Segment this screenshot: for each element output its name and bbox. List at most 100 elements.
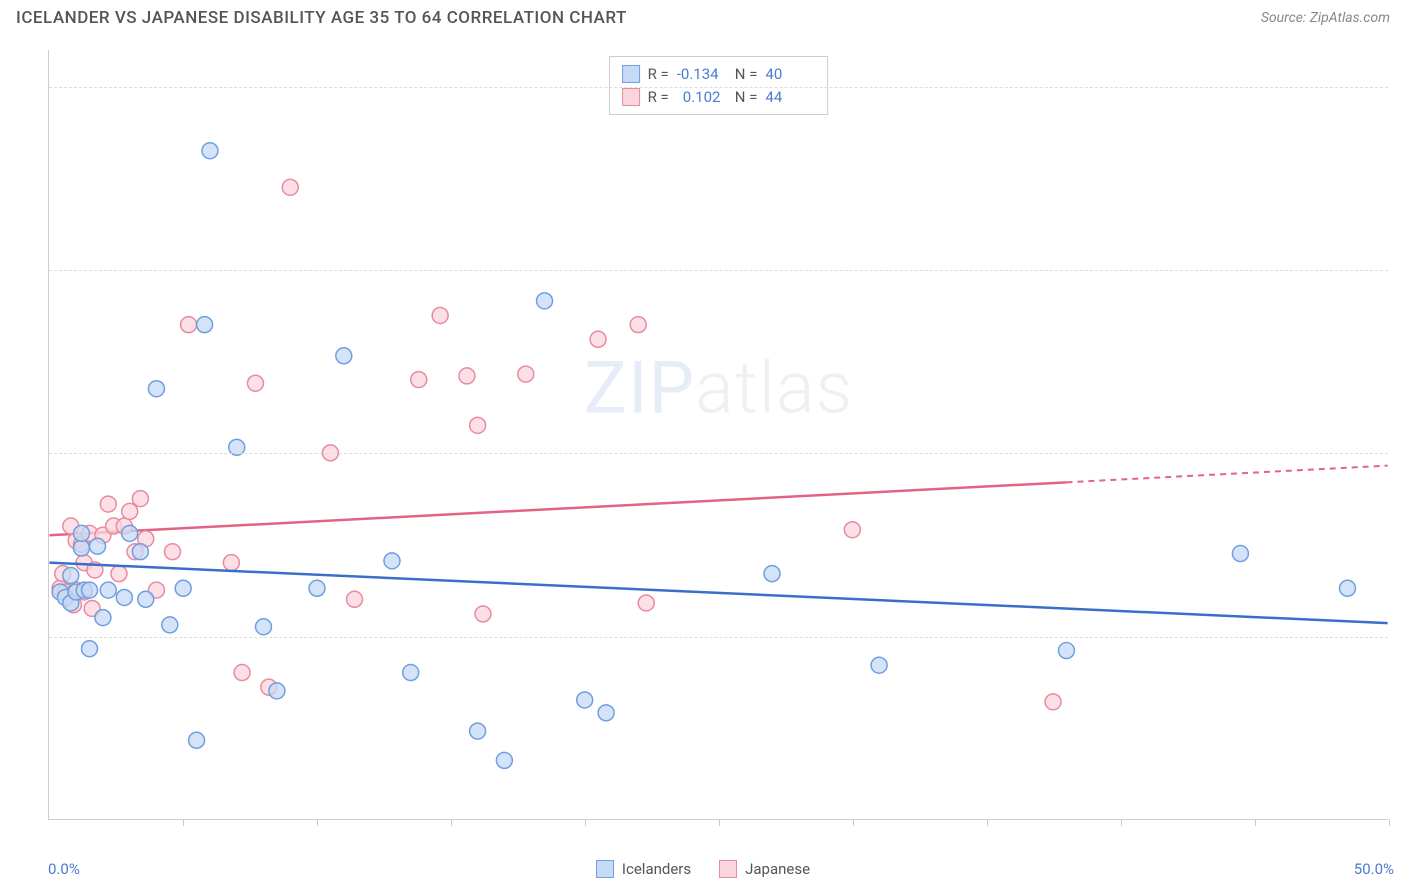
data-point xyxy=(269,683,285,699)
xtick xyxy=(853,819,854,826)
data-point xyxy=(844,522,860,538)
data-point xyxy=(247,375,263,391)
data-point xyxy=(1339,580,1355,596)
xtick xyxy=(585,819,586,826)
stats-row-japanese: R = 0.102 N = 44 xyxy=(622,86,816,109)
trend-line xyxy=(49,482,1066,535)
data-point xyxy=(403,665,419,681)
data-point xyxy=(73,540,89,556)
data-point xyxy=(189,732,205,748)
x-label-right: 50.0% xyxy=(1354,860,1394,878)
chart-source: Source: ZipAtlas.com xyxy=(1261,10,1390,26)
data-point xyxy=(100,496,116,512)
xtick xyxy=(317,819,318,826)
bottom-legend: 0.0% Icelanders Japanese 50.0% xyxy=(0,860,1406,878)
n-value-japanese: 44 xyxy=(765,86,815,109)
xtick xyxy=(987,819,988,826)
stats-row-icelanders: R = -0.134 N = 40 xyxy=(622,63,816,86)
data-point xyxy=(111,566,127,582)
data-point xyxy=(764,566,780,582)
gridline xyxy=(49,87,1388,88)
r-value-japanese: 0.102 xyxy=(677,86,727,109)
data-point xyxy=(470,723,486,739)
data-point xyxy=(181,317,197,333)
data-point xyxy=(138,591,154,607)
xtick xyxy=(1255,819,1256,826)
data-point xyxy=(82,582,98,598)
data-point xyxy=(122,525,138,541)
xtick xyxy=(183,819,184,826)
data-point xyxy=(518,366,534,382)
data-point xyxy=(175,580,191,596)
r-label: R = xyxy=(648,86,669,109)
data-point xyxy=(475,606,491,622)
data-point xyxy=(116,589,132,605)
data-point xyxy=(598,705,614,721)
data-point xyxy=(197,317,213,333)
data-point xyxy=(459,368,475,384)
xtick xyxy=(451,819,452,826)
data-point xyxy=(234,665,250,681)
swatch-japanese xyxy=(622,88,640,106)
swatch-icelanders xyxy=(622,65,640,83)
data-point xyxy=(90,538,106,554)
data-point xyxy=(347,591,363,607)
data-point xyxy=(256,619,272,635)
swatch-japanese xyxy=(719,860,737,878)
n-label: N = xyxy=(735,63,758,86)
data-point xyxy=(470,417,486,433)
x-label-left: 0.0% xyxy=(48,860,80,878)
data-point xyxy=(336,348,352,364)
data-point xyxy=(630,317,646,333)
stats-legend: R = -0.134 N = 40 R = 0.102 N = 44 xyxy=(609,56,829,115)
data-point xyxy=(871,657,887,673)
gridline xyxy=(49,637,1388,638)
n-value-icelanders: 40 xyxy=(765,63,815,86)
legend-item-icelanders: Icelanders xyxy=(596,860,691,878)
swatch-icelanders xyxy=(596,860,614,878)
data-point xyxy=(122,503,138,519)
chart-header: ICELANDER VS JAPANESE DISABILITY AGE 35 … xyxy=(0,0,1406,32)
data-point xyxy=(1232,546,1248,562)
data-point xyxy=(132,544,148,560)
plot-area: ZIPatlas R = -0.134 N = 40 R = 0.102 N =… xyxy=(48,50,1388,820)
data-point xyxy=(384,553,400,569)
data-point xyxy=(95,610,111,626)
scatter-svg xyxy=(49,50,1388,819)
legend-label-icelanders: Icelanders xyxy=(622,860,691,878)
xtick xyxy=(1121,819,1122,826)
data-point xyxy=(148,381,164,397)
data-point xyxy=(537,293,553,309)
data-point xyxy=(223,555,239,571)
data-point xyxy=(638,595,654,611)
legend-item-japanese: Japanese xyxy=(719,860,810,878)
data-point xyxy=(202,143,218,159)
data-point xyxy=(73,525,89,541)
data-point xyxy=(496,752,512,768)
data-point xyxy=(100,582,116,598)
data-point xyxy=(590,331,606,347)
data-point xyxy=(1058,643,1074,659)
data-point xyxy=(63,567,79,583)
data-point xyxy=(82,641,98,657)
chart-title: ICELANDER VS JAPANESE DISABILITY AGE 35 … xyxy=(16,8,627,28)
trend-line-dashed xyxy=(1066,466,1387,483)
data-point xyxy=(132,491,148,507)
data-point xyxy=(577,692,593,708)
r-value-icelanders: -0.134 xyxy=(677,63,727,86)
data-point xyxy=(432,307,448,323)
gridline xyxy=(49,270,1388,271)
data-point xyxy=(309,580,325,596)
trend-line xyxy=(49,563,1387,623)
gridline xyxy=(49,453,1388,454)
xtick xyxy=(1389,819,1390,826)
data-point xyxy=(411,372,427,388)
r-label: R = xyxy=(648,63,669,86)
n-label: N = xyxy=(735,86,758,109)
data-point xyxy=(165,544,181,560)
legend-label-japanese: Japanese xyxy=(745,860,810,878)
xtick xyxy=(719,819,720,826)
data-point xyxy=(282,179,298,195)
data-point xyxy=(162,617,178,633)
data-point xyxy=(1045,694,1061,710)
